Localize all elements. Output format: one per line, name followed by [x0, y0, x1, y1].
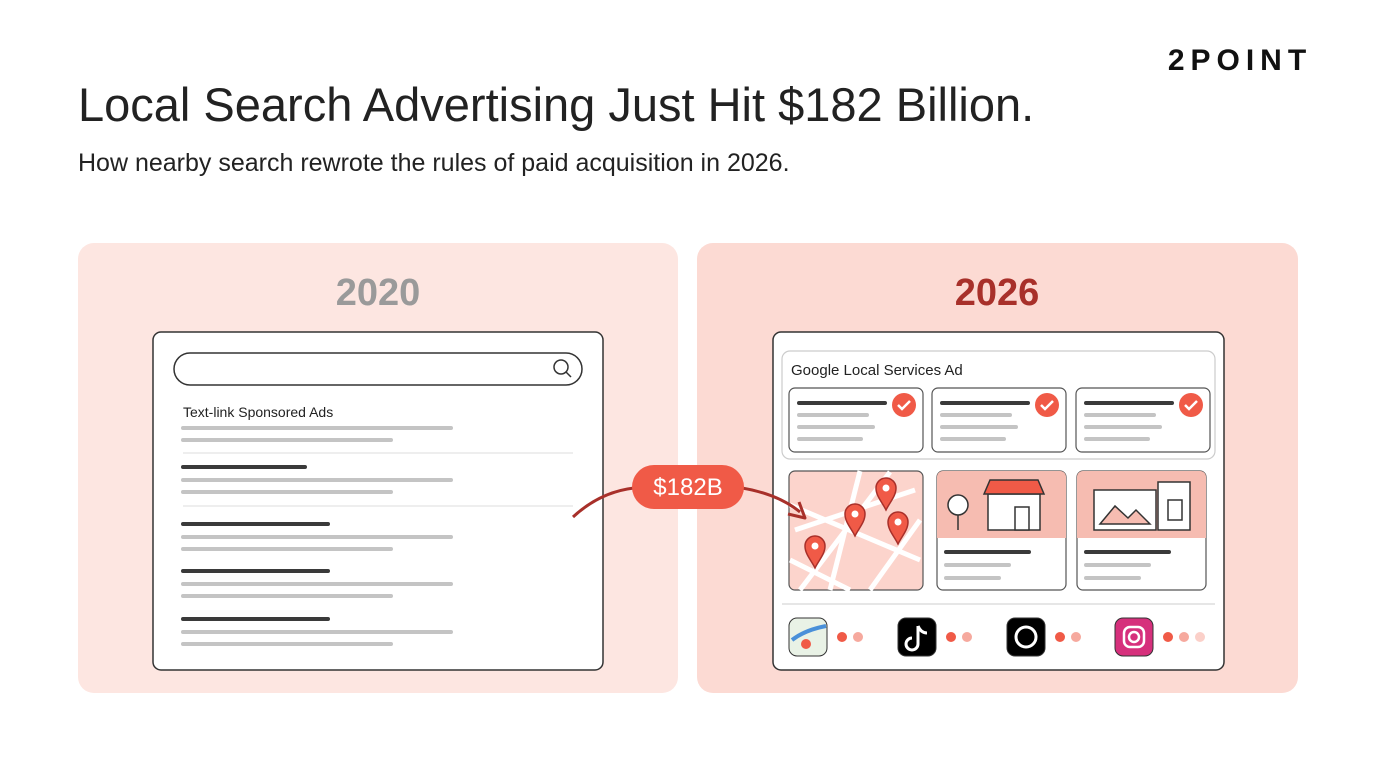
dot — [946, 632, 956, 642]
value-label: $182B — [653, 474, 722, 501]
check — [1040, 400, 1054, 411]
street — [788, 557, 852, 593]
dot — [962, 632, 972, 642]
picture — [1098, 504, 1152, 525]
year-2020: 2020 — [336, 272, 421, 314]
title: Local Search Advertising Just Hit $182 B… — [78, 78, 1034, 131]
map-pin — [887, 511, 909, 546]
arrow — [571, 486, 635, 519]
subtitle: How nearby search rewrote the rules of p… — [78, 149, 790, 177]
year-2026: 2026 — [955, 272, 1040, 314]
threads-glyph — [1014, 625, 1038, 649]
panel-label: Text-link Sponsored Ads — [183, 404, 333, 420]
verified-badge — [1035, 393, 1059, 417]
dot — [1055, 632, 1065, 642]
search-bar — [173, 352, 583, 386]
threads-icon — [1006, 617, 1046, 657]
instagram-glyph — [1122, 625, 1146, 649]
verified-badge — [1179, 393, 1203, 417]
dot — [853, 632, 863, 642]
instagram-icon — [1114, 617, 1154, 657]
check — [897, 400, 911, 411]
map-pin-dot — [894, 518, 902, 526]
maps-road — [790, 624, 827, 642]
door — [1014, 506, 1030, 531]
map-pin-dot — [882, 484, 890, 492]
window — [1167, 499, 1183, 521]
search-icon — [553, 359, 569, 375]
map-pin — [844, 503, 866, 538]
map-pin — [875, 477, 897, 512]
dot — [1179, 632, 1189, 642]
street — [867, 518, 923, 592]
logo: 2POINT — [1168, 44, 1312, 77]
map-pin-dot — [811, 542, 819, 550]
map-pin — [804, 535, 826, 570]
dot — [837, 632, 847, 642]
storefront — [987, 493, 1041, 531]
check — [1184, 400, 1198, 411]
map-pin-dot — [851, 510, 859, 518]
search-icon — [565, 371, 572, 378]
dot — [1195, 632, 1205, 642]
verified-badge — [892, 393, 916, 417]
value-pill — [632, 465, 744, 509]
panel-label: Google Local Services Ad — [791, 362, 963, 379]
maps-pin — [801, 639, 811, 649]
instagram-glyph — [1127, 630, 1141, 644]
awning — [982, 479, 1046, 495]
decorations — [152, 331, 1225, 671]
arrow — [741, 486, 801, 514]
dot — [1163, 632, 1173, 642]
arrow-head — [787, 501, 807, 520]
dot — [1071, 632, 1081, 642]
tree — [947, 494, 969, 516]
tiktok-glyph — [904, 625, 928, 652]
